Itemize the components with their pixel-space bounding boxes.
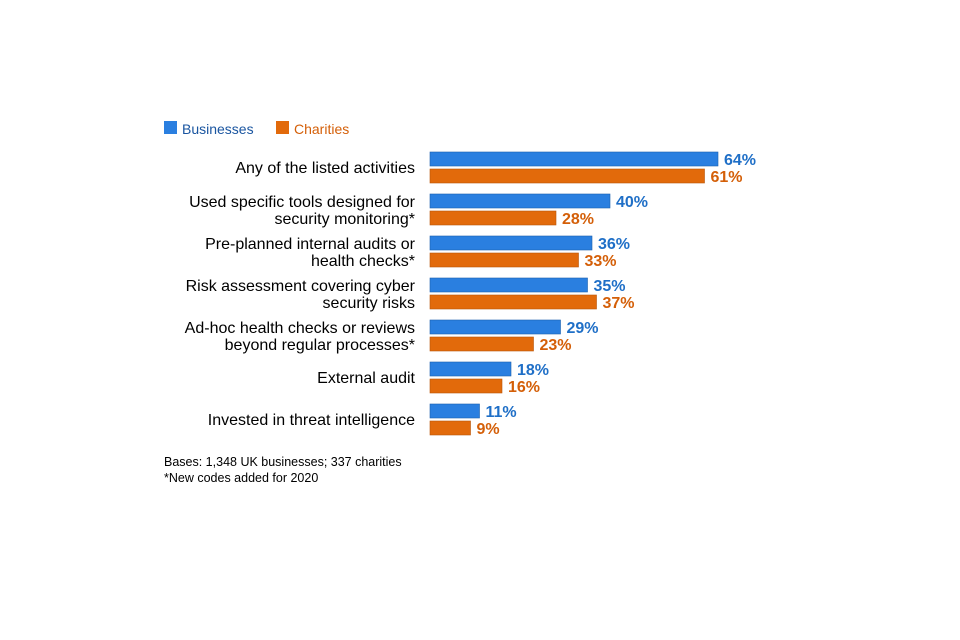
category-label-line: security risks — [323, 295, 415, 312]
category-label-line: Used specific tools designed for — [189, 194, 416, 211]
bar-charities — [429, 252, 579, 268]
bar-charities — [429, 294, 597, 310]
value-labels: 64%61% 40% 28%36%33% 35%37%29%23% 18%16% 11%9… — [477, 152, 757, 438]
category-label-line: Pre-planned internal audits or — [205, 236, 416, 253]
category-label: Risk assessment covering cyber security r… — [186, 278, 416, 312]
category-label: Used specific tools designed for security… — [189, 194, 416, 228]
bar-businesses — [429, 277, 588, 293]
bar-businesses — [429, 361, 512, 377]
value-label-charities: 37% — [603, 295, 635, 312]
bar-charities — [429, 420, 471, 436]
bars — [429, 151, 719, 436]
category-label: Pre-planned internal audits or health che… — [205, 236, 416, 270]
bar-businesses — [429, 403, 480, 419]
value-label-businesses: 18% — [517, 362, 549, 379]
value-label-businesses: 29% — [567, 320, 599, 337]
value-label-charities: 9% — [477, 421, 500, 438]
category-label: Ad-hoc health checks or reviews beyond re… — [185, 320, 415, 354]
bar-businesses — [429, 193, 611, 209]
category-label-line: Risk assessment covering cyber — [186, 278, 416, 295]
value-label-businesses: 36% — [598, 236, 630, 253]
value-label-charities: 28% — [562, 211, 594, 228]
value-label-businesses: 40% — [616, 194, 648, 211]
value-label-charities: 33% — [585, 253, 617, 270]
value-label-charities: 61% — [711, 169, 743, 186]
category-label: Any of the listed activities — [235, 160, 415, 177]
chart-legend: Businesses Charities — [164, 121, 349, 137]
bar-charities — [429, 336, 534, 352]
category-label: Invested in threat intelligence — [208, 412, 415, 429]
bar-businesses — [429, 235, 593, 251]
category-label-line: health checks* — [311, 253, 415, 270]
bar-businesses — [429, 319, 561, 335]
category-label-line: Ad-hoc health checks or reviews — [185, 320, 415, 337]
legend-label-businesses: Businesses — [182, 121, 254, 137]
category-labels: Any of the listed activities Used specifi… — [185, 160, 416, 429]
category-label-line: security monitoring* — [275, 211, 416, 228]
value-label-businesses: 64% — [724, 152, 756, 169]
bar-charities — [429, 168, 705, 184]
bar-charities — [429, 210, 557, 226]
legend-swatch-businesses — [164, 121, 177, 134]
bases-note: Bases: 1,348 UK businesses; 337 charitie… — [164, 455, 402, 469]
legend-label-charities: Charities — [294, 121, 349, 137]
value-label-businesses: 11% — [486, 404, 517, 421]
category-label-line: beyond regular processes* — [225, 337, 415, 354]
new-codes-note: *New codes added for 2020 — [164, 471, 319, 485]
bar-charities — [429, 378, 503, 394]
value-label-charities: 16% — [508, 379, 540, 396]
value-label-businesses: 35% — [594, 278, 626, 295]
bar-businesses — [429, 151, 719, 167]
legend-swatch-charities — [276, 121, 289, 134]
value-label-charities: 23% — [540, 337, 572, 354]
category-label: External audit — [317, 370, 415, 387]
